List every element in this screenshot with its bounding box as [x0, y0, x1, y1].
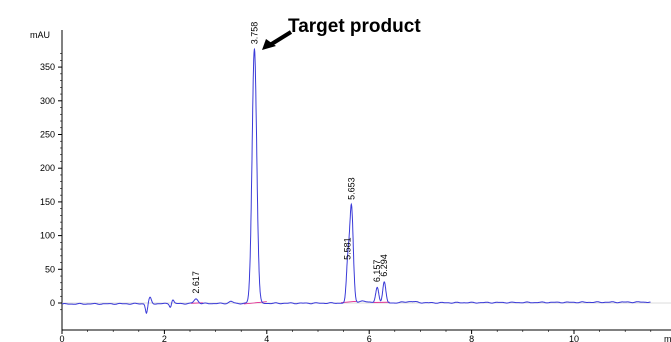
peak-label: 3.758 [249, 22, 259, 45]
peak-label: 5.581 [343, 237, 353, 260]
y-tick-label: 200 [40, 163, 55, 173]
y-tick-label: 300 [40, 96, 55, 106]
y-ticks: 0 50 100 150 200 250 300 350 [40, 53, 62, 311]
x-tick-label: 2 [162, 334, 167, 342]
x-ticks: 0 2 4 6 8 10 [59, 330, 652, 342]
x-unit-label: m [664, 334, 671, 342]
peak-label: 6.294 [379, 254, 389, 277]
y-tick-label: 100 [40, 231, 55, 241]
y-tick-label: 150 [40, 197, 55, 207]
y-unit-label: mAU [30, 30, 50, 40]
y-tick-label: 350 [40, 62, 55, 72]
annotation-text: Target product [288, 16, 421, 37]
x-tick-label: 8 [469, 334, 474, 342]
integration-baseline [191, 300, 390, 305]
x-tick-label: 0 [59, 334, 64, 342]
x-tick-label: 10 [569, 334, 579, 342]
peak-label: 5.653 [346, 177, 356, 200]
annotation-arrow [268, 30, 293, 47]
peak-label: 6.157 [372, 260, 382, 283]
x-tick-label: 4 [264, 334, 269, 342]
plot-area: mAU m 0 50 100 150 200 250 300 350 0 2 4 6 8 10 2.61… [30, 16, 671, 342]
peak-label: 2.617 [191, 271, 201, 294]
annotation-arrowhead [262, 39, 276, 50]
x-tick-label: 6 [367, 334, 372, 342]
signal-trace [61, 47, 651, 314]
y-tick-label: 250 [40, 130, 55, 140]
annotation: Target product [262, 16, 421, 50]
y-tick-label: 0 [50, 298, 55, 308]
y-tick-label: 50 [45, 264, 55, 274]
